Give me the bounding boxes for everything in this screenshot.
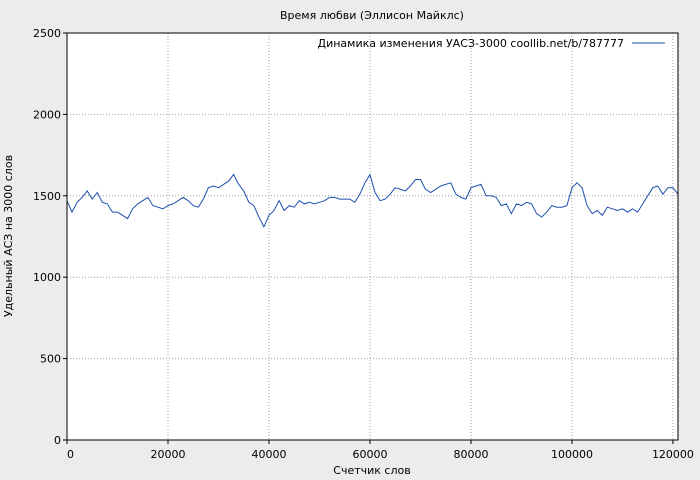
x-tick-label: 60000: [352, 448, 387, 461]
series-layer: [66, 173, 679, 228]
grid: [67, 33, 678, 440]
x-axis-label: Счетчик слов: [333, 464, 410, 477]
legend: Динамика изменения УАСЗ-3000 coollib.net…: [318, 37, 665, 50]
legend-label: Динамика изменения УАСЗ-3000 coollib.net…: [318, 37, 625, 50]
x-tick-label: 80000: [453, 448, 488, 461]
plot-frame: [66, 32, 679, 441]
y-tick-label: 500: [40, 353, 61, 366]
x-axis: 0 20000 40000 60000 80000 100000 120000: [66, 440, 694, 461]
y-tick-label: 2000: [33, 108, 61, 121]
x-tick-label: 40000: [251, 448, 286, 461]
y-tick-label: 1500: [33, 190, 61, 203]
y-axis-label: Удельный АСЗ на 3000 слов: [2, 155, 15, 317]
chart-title: Время любви (Эллисон Майклс): [280, 9, 464, 22]
series-line: [66, 173, 679, 228]
x-tick-label: 0: [67, 448, 74, 461]
x-tick-label: 100000: [551, 448, 593, 461]
plot-area: [67, 33, 678, 440]
x-tick-label: 20000: [150, 448, 185, 461]
y-tick-label: 2500: [33, 27, 61, 40]
y-tick-label: 0: [54, 434, 61, 447]
y-axis: 0 500 1000 1500 2000 2500: [33, 27, 67, 447]
x-tick-label: 120000: [652, 448, 694, 461]
y-tick-label: 1000: [33, 271, 61, 284]
